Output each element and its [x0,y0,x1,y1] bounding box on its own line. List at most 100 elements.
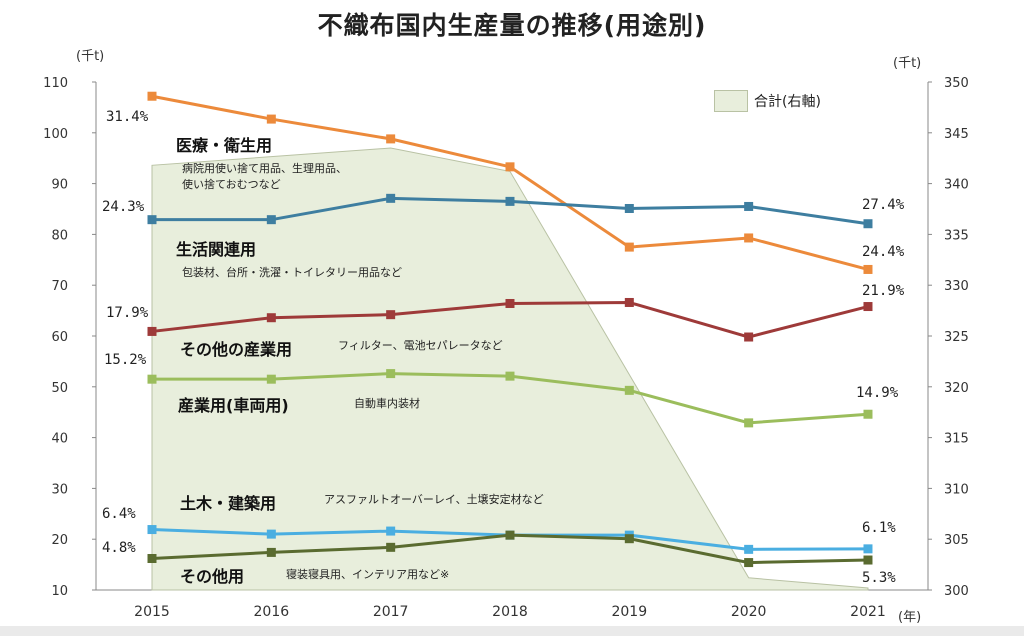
series-point-3 [386,369,396,379]
series-point-2 [147,326,157,336]
pct-other-2021: 5.3% [862,570,896,586]
x-tick-label: 2015 [134,604,170,620]
bottom-strip [0,626,1024,636]
right-tick-label: 310 [944,482,969,497]
series-point-5 [624,534,634,544]
right-tick-label: 320 [944,381,969,396]
pct-living-2021: 27.4% [862,197,905,213]
annotation-title-vehicle: 産業用(車両用) [178,396,289,415]
series-point-4 [744,544,754,554]
right-tick-label: 335 [944,228,969,243]
series-point-1 [147,215,157,225]
pct-other-industrial-2015: 17.9% [106,305,149,321]
series-point-3 [505,371,515,381]
series-point-2 [266,313,276,323]
series-point-0 [386,134,396,144]
left-tick-label: 80 [51,228,68,243]
x-tick-label: 2018 [492,604,528,620]
series-point-0 [266,114,276,124]
annotation-title-medical: 医療・衛生用 [176,136,273,155]
left-tick-label: 60 [51,330,68,345]
pct-civil-2015: 6.4% [102,506,136,522]
left-tick-label: 40 [51,432,68,447]
right-tick-label: 330 [944,279,969,294]
annotation-title-living: 生活関連用 [176,240,257,259]
left-tick-label: 110 [43,76,68,91]
x-tick-label: 2019 [611,604,647,620]
series-point-1 [863,219,873,229]
series-point-5 [744,558,754,568]
annotation-title-other-industrial: その他の産業用 [180,340,293,359]
left-tick-label: 50 [51,381,68,396]
chart-title: 不織布国内生産量の推移(用途別) [317,11,707,40]
series-point-5 [147,554,157,564]
series-point-3 [863,409,873,419]
annotation-sub-medical-2: 使い捨ておむつなど [182,178,281,191]
series-point-4 [266,529,276,539]
pct-other-industrial-2021: 21.9% [862,283,905,299]
series-point-4 [386,526,396,536]
left-tick-label: 70 [51,279,68,294]
series-point-5 [863,555,873,565]
series-point-4 [863,544,873,554]
left-tick-label: 90 [51,178,68,193]
legend-label-total: 合計(右軸) [754,94,821,110]
pct-living-2015: 24.3% [102,199,145,215]
series-point-3 [147,374,157,384]
series-point-0 [624,242,634,252]
legend-swatch-total [714,90,748,112]
series-point-3 [624,385,634,395]
annotation-sub-civil: アスファルトオーバーレイ、土壌安定材など [324,493,544,506]
right-tick-label: 345 [944,127,969,142]
pct-medical-2021: 24.4% [862,244,905,260]
annotation-title-other: その他用 [180,567,245,586]
right-tick-label: 325 [944,330,969,345]
annotation-sub-living: 包装材、台所・洗濯・トイレタリー用品など [182,266,402,279]
right-tick-label: 350 [944,76,969,91]
left-tick-label: 30 [51,482,68,497]
series-point-1 [266,215,276,225]
series-point-3 [266,374,276,384]
pct-civil-2021: 6.1% [862,520,896,536]
annotation-sub-other-industrial: フィルター、電池セパレータなど [338,339,503,352]
annotation-sub-vehicle: 自動車内装材 [354,397,420,410]
right-tick-label: 305 [944,533,969,548]
pct-vehicle-2015: 15.2% [104,352,147,368]
series-point-1 [744,201,754,211]
series-point-0 [744,233,754,243]
x-axis-unit: (年) [898,610,922,625]
total-area [151,147,869,591]
annotation-sub-medical-1: 病院用使い捨て用品、生理用品、 [182,162,347,175]
x-tick-label: 2020 [731,604,767,620]
series-point-1 [386,193,396,203]
x-tick-label: 2021 [850,604,886,620]
pct-other-2015: 4.8% [102,540,136,556]
right-axis-unit: (千t) [893,56,922,71]
pct-vehicle-2021: 14.9% [856,385,899,401]
x-tick-label: 2017 [373,604,409,620]
right-tick-label: 300 [944,584,969,599]
x-tick-label: 2016 [254,604,290,620]
series-point-5 [386,542,396,552]
series-point-2 [386,310,396,320]
left-tick-label: 100 [43,127,68,142]
series-point-5 [505,530,515,540]
left-tick-label: 10 [51,584,68,599]
series-point-2 [624,297,634,307]
series-point-2 [744,332,754,342]
left-axis-unit: (千t) [76,49,105,64]
series-point-2 [863,302,873,312]
series-point-0 [505,162,515,172]
series-point-2 [505,298,515,308]
series-point-0 [147,91,157,101]
left-tick-label: 20 [51,533,68,548]
series-point-1 [505,196,515,206]
series-point-1 [624,203,634,213]
series-point-5 [266,547,276,557]
annotation-title-civil: 土木・建築用 [180,494,277,513]
annotation-sub-other: 寝装寝具用、インテリア用など※ [286,568,450,581]
series-point-3 [744,418,754,428]
pct-medical-2015: 31.4% [106,109,149,125]
series-point-4 [147,525,157,535]
